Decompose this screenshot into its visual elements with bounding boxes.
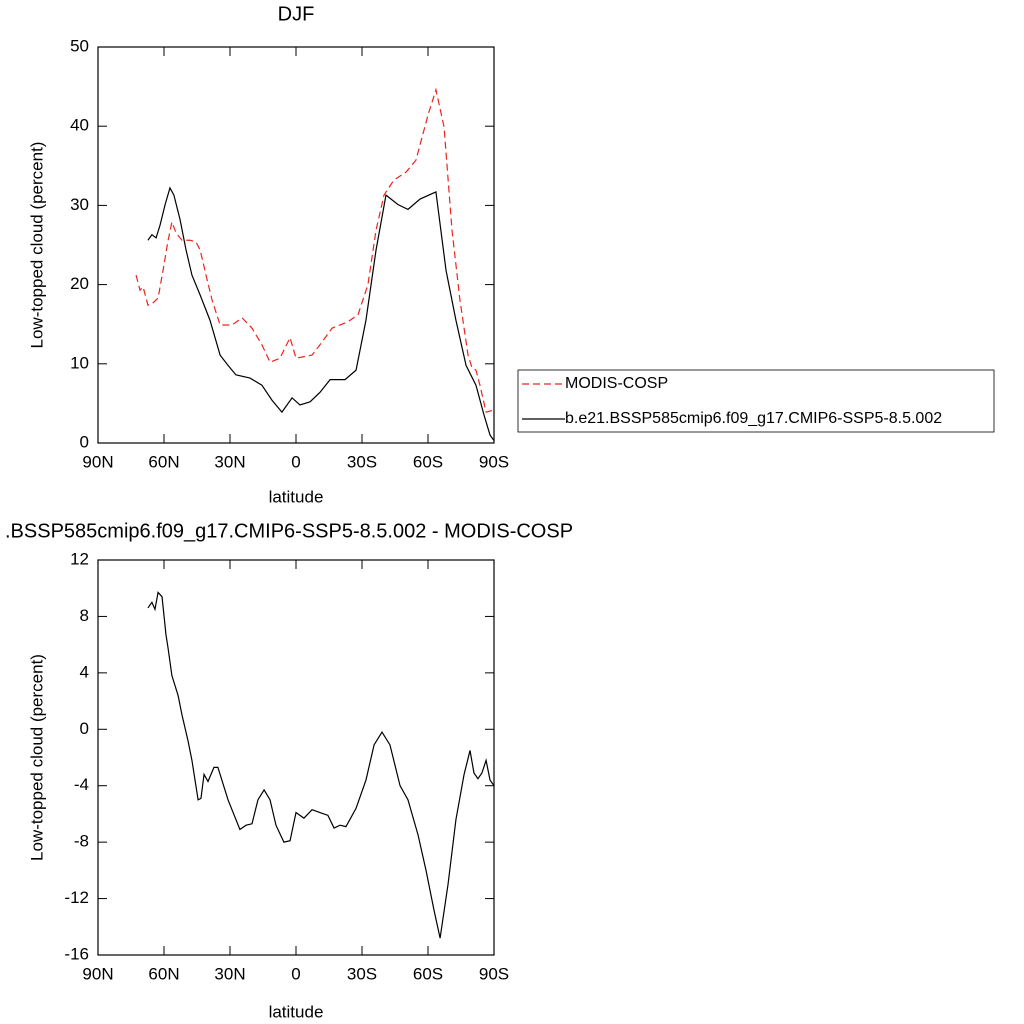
x-axis-label: latitude (269, 487, 324, 506)
x-tick-label: 60S (413, 964, 443, 983)
x-tick-label: 90N (82, 964, 113, 983)
legend-label: MODIS-COSP (565, 375, 668, 392)
x-tick-label: 30S (347, 964, 377, 983)
y-tick-label: 0 (80, 432, 89, 451)
x-tick-label: 30N (214, 452, 245, 471)
y-tick-label: 8 (80, 606, 89, 625)
chart-title: DJF (278, 3, 315, 25)
x-tick-label: 60S (413, 452, 443, 471)
plot-frame (97, 559, 495, 956)
y-tick-label: -4 (74, 775, 89, 794)
y-tick-label: -16 (64, 944, 89, 963)
y-axis-label: Low-topped cloud (percent) (27, 142, 46, 349)
y-tick-label: 20 (70, 274, 89, 293)
x-tick-label: 60N (148, 452, 179, 471)
y-tick-label: 4 (80, 662, 89, 681)
x-tick-label: 0 (291, 964, 300, 983)
y-tick-label: 40 (70, 116, 89, 135)
x-tick-label: 30S (347, 452, 377, 471)
y-tick-label: -8 (74, 832, 89, 851)
x-tick-label: 30N (214, 964, 245, 983)
x-tick-label: 90S (479, 964, 509, 983)
x-tick-label: 90S (479, 452, 509, 471)
legend-box (517, 369, 995, 433)
y-tick-label: -12 (64, 888, 89, 907)
x-tick-label: 0 (291, 452, 300, 471)
data-line (147, 186, 495, 441)
x-tick-label: 90N (82, 452, 113, 471)
data-line (135, 87, 493, 413)
plot-frame (97, 46, 495, 444)
x-axis-label: latitude (269, 1002, 324, 1021)
y-tick-label: 10 (70, 353, 89, 372)
y-tick-label: 50 (70, 36, 89, 55)
legend-label: b.e21.BSSP585cmip6.f09_g17.CMIP6-SSP5-8.… (565, 410, 942, 427)
x-tick-label: 60N (148, 964, 179, 983)
chart-title: .BSSP585cmip6.f09_g17.CMIP6-SSP5-8.5.002… (5, 520, 573, 542)
data-line (147, 591, 495, 939)
y-tick-label: 30 (70, 195, 89, 214)
y-tick-label: 12 (70, 549, 89, 568)
y-axis-label: Low-topped cloud (percent) (27, 654, 46, 861)
y-tick-label: 0 (80, 719, 89, 738)
